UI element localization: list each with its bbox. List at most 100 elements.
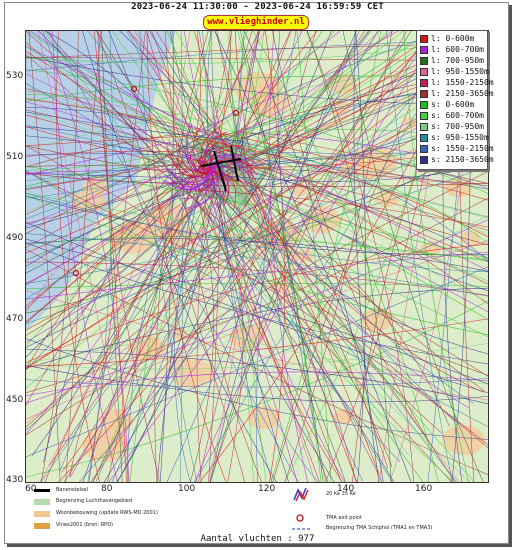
flight-track	[222, 31, 389, 144]
y-tick-label: 470	[6, 314, 24, 324]
flight-track	[26, 243, 488, 363]
runway	[230, 145, 239, 182]
key-tma-boundary-label: Begrenzing TMA Schiphol (TMA1 en TMA3)	[326, 525, 433, 531]
legend-item: l: 700-950m	[420, 56, 484, 66]
map-key: Banenstelsel Begrenzing Luchthavengebied…	[30, 486, 482, 536]
flight-track	[26, 131, 219, 176]
flight-track	[96, 31, 471, 482]
flight-track	[90, 31, 435, 482]
approach-track	[210, 170, 229, 205]
legend-swatch	[420, 133, 428, 142]
site-brand-badge[interactable]: www.vlieghinder.nl	[203, 15, 309, 30]
flight-track	[26, 262, 488, 385]
flight-track	[26, 150, 195, 157]
flight-track	[247, 161, 358, 482]
flight-track	[196, 31, 336, 141]
approach-track	[187, 140, 212, 172]
flight-track	[214, 31, 238, 137]
legend-swatch	[420, 155, 428, 164]
flight-track	[58, 31, 432, 482]
flight-track	[225, 169, 484, 393]
flight-track	[239, 141, 488, 262]
flight-track	[26, 126, 235, 157]
legend-item: s: 950-1550m	[420, 133, 489, 143]
approach-track	[210, 170, 222, 182]
urban-area-swatch	[34, 511, 50, 517]
legend-item: s: 700-950m	[420, 122, 484, 132]
flight-track	[191, 42, 488, 157]
flight-track	[26, 165, 214, 199]
flight-track	[107, 31, 260, 482]
urban-area	[442, 425, 486, 456]
legend-swatch	[420, 45, 428, 54]
flight-track	[26, 51, 198, 176]
legend-swatch	[420, 122, 428, 131]
flight-track	[202, 31, 209, 187]
flight-track	[232, 31, 260, 144]
flight-track	[26, 131, 205, 168]
flight-track	[26, 197, 488, 394]
flight-track	[26, 189, 193, 435]
flight-track	[69, 171, 218, 477]
flight-track	[213, 31, 380, 176]
flight-track	[26, 300, 488, 478]
flight-track	[26, 54, 488, 448]
flight-track	[208, 148, 289, 482]
legend-label: s: 1550-2150m	[431, 144, 494, 153]
approach-track	[201, 170, 215, 193]
legend-item: l: 600-700m	[420, 45, 484, 55]
flight-tracks-map[interactable]	[25, 30, 489, 483]
flight-count: Aantal vluchten : 977	[200, 534, 315, 544]
key-runways-label: Banenstelsel	[56, 487, 89, 493]
flight-track	[26, 193, 488, 273]
flight-track	[26, 151, 207, 347]
flight-track	[43, 31, 454, 482]
flight-track	[342, 31, 484, 482]
flight-track	[227, 190, 254, 482]
flight-track	[26, 214, 488, 363]
flight-track	[108, 31, 434, 482]
flight-track	[95, 31, 369, 482]
flight-track	[26, 290, 488, 401]
flight-track	[52, 31, 118, 482]
flight-track	[44, 31, 197, 172]
legend-item: s: 0-600m	[420, 100, 474, 110]
flight-track	[238, 31, 260, 173]
x-tick-label: 160	[415, 484, 433, 494]
legend-swatch	[420, 56, 428, 65]
flight-track	[26, 101, 202, 163]
flight-track	[155, 31, 249, 184]
flight-track	[269, 31, 308, 482]
flight-track	[26, 90, 228, 143]
flight-track	[200, 164, 488, 182]
legend-label: s: 700-950m	[431, 122, 484, 131]
flight-track	[56, 31, 100, 482]
x-tick-label: 140	[337, 484, 355, 494]
approach-track	[192, 158, 212, 174]
flight-track	[119, 31, 220, 136]
key-vinex-label: Vinex2001 (bron: RPD)	[56, 522, 113, 528]
flight-track	[226, 31, 291, 174]
flight-track	[26, 233, 488, 297]
legend-label: l: 950-1550m	[431, 67, 489, 76]
flight-track	[238, 132, 488, 171]
approach-track	[180, 170, 212, 199]
flight-track	[202, 177, 488, 355]
flight-track	[250, 131, 488, 282]
flight-track	[211, 31, 273, 482]
flight-track	[234, 31, 245, 155]
flight-track	[190, 168, 401, 462]
legend-swatch	[420, 89, 428, 98]
flight-track	[26, 187, 214, 336]
flight-track	[26, 165, 230, 227]
tma-exit-point	[130, 85, 138, 93]
flight-track	[199, 31, 399, 161]
flight-track	[26, 242, 488, 365]
flight-track	[353, 31, 380, 482]
flight-track	[137, 31, 316, 482]
flight-track	[207, 31, 266, 133]
flight-track	[26, 114, 488, 285]
approach-track	[210, 154, 258, 172]
flight-track	[26, 135, 488, 259]
flight-track	[65, 31, 102, 482]
